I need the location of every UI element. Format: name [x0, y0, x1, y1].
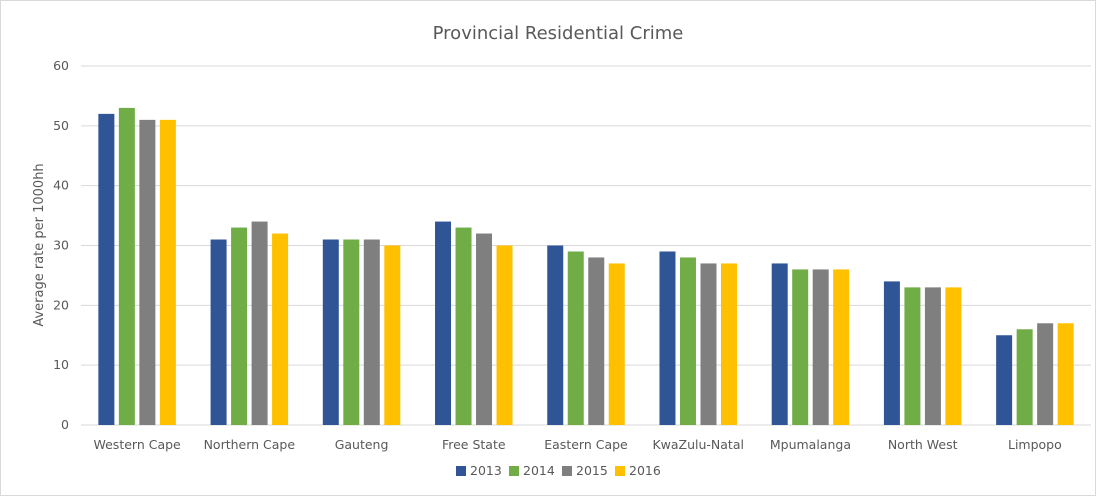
- y-tick-label: 60: [53, 58, 69, 73]
- legend-label: 2014: [523, 463, 555, 478]
- bar: [272, 233, 289, 425]
- bar: [883, 281, 900, 425]
- bar: [210, 239, 227, 425]
- x-tick-label: Gauteng: [335, 437, 389, 452]
- bar: [343, 239, 360, 425]
- bar: [384, 245, 401, 425]
- bar: [98, 113, 115, 425]
- legend-swatch: [615, 466, 625, 476]
- gridlines: [81, 65, 1091, 426]
- bars: [98, 107, 1074, 425]
- y-axis-ticks: 0 10 20 30 40 50 60: [53, 58, 69, 432]
- bar: [118, 107, 135, 425]
- x-tick-label: Limpopo: [1008, 437, 1062, 452]
- bar: [792, 269, 809, 425]
- legend: 2013 2014 2015 2016: [456, 463, 661, 478]
- bar: [363, 239, 380, 425]
- x-tick-label: Free State: [442, 437, 506, 452]
- legend-label: 2015: [576, 463, 608, 478]
- bar: [720, 263, 737, 425]
- legend-label: 2016: [629, 463, 661, 478]
- bar: [812, 269, 829, 425]
- bar: [455, 227, 472, 425]
- x-tick-label: Eastern Cape: [544, 437, 628, 452]
- legend-label: 2013: [470, 463, 502, 478]
- bar: [1057, 323, 1074, 425]
- x-tick-label: Western Cape: [93, 437, 181, 452]
- legend-swatch: [509, 466, 519, 476]
- bar: [771, 263, 788, 425]
- bar: [996, 335, 1013, 425]
- bar: [547, 245, 564, 425]
- bar: [435, 221, 452, 425]
- x-tick-label: North West: [888, 437, 958, 452]
- y-axis-label: Average rate per 1000hh: [32, 163, 47, 326]
- bar: [231, 227, 248, 425]
- y-tick-label: 20: [53, 297, 69, 312]
- bar: [608, 263, 625, 425]
- bar: [588, 257, 605, 425]
- y-tick-label: 40: [53, 178, 69, 193]
- bar: [567, 251, 584, 425]
- x-tick-label: KwaZulu-Natal: [652, 437, 744, 452]
- y-tick-label: 50: [53, 118, 69, 133]
- bar: [833, 269, 850, 425]
- y-tick-label: 0: [61, 417, 69, 432]
- x-tick-label: Mpumalanga: [770, 437, 851, 452]
- bar: [700, 263, 717, 425]
- bar: [322, 239, 339, 425]
- bar: [1037, 323, 1054, 425]
- legend-swatch: [562, 466, 572, 476]
- bar: [251, 221, 268, 425]
- bar: [139, 119, 156, 425]
- bar: [945, 287, 962, 425]
- bar: [1016, 329, 1033, 425]
- bar: [679, 257, 696, 425]
- x-tick-label: Northern Cape: [204, 437, 296, 452]
- bar: [476, 233, 493, 425]
- bar: [496, 245, 513, 425]
- bar: [159, 119, 176, 425]
- y-tick-label: 30: [53, 238, 69, 253]
- bar: [924, 287, 941, 425]
- bar: [904, 287, 921, 425]
- legend-swatch: [456, 466, 466, 476]
- x-axis-ticks: Western Cape Northern Cape Gauteng Free Sta…: [93, 437, 1061, 452]
- y-tick-label: 10: [53, 357, 69, 372]
- chart-title: Provincial Residential Crime: [433, 23, 684, 44]
- bar: [659, 251, 676, 425]
